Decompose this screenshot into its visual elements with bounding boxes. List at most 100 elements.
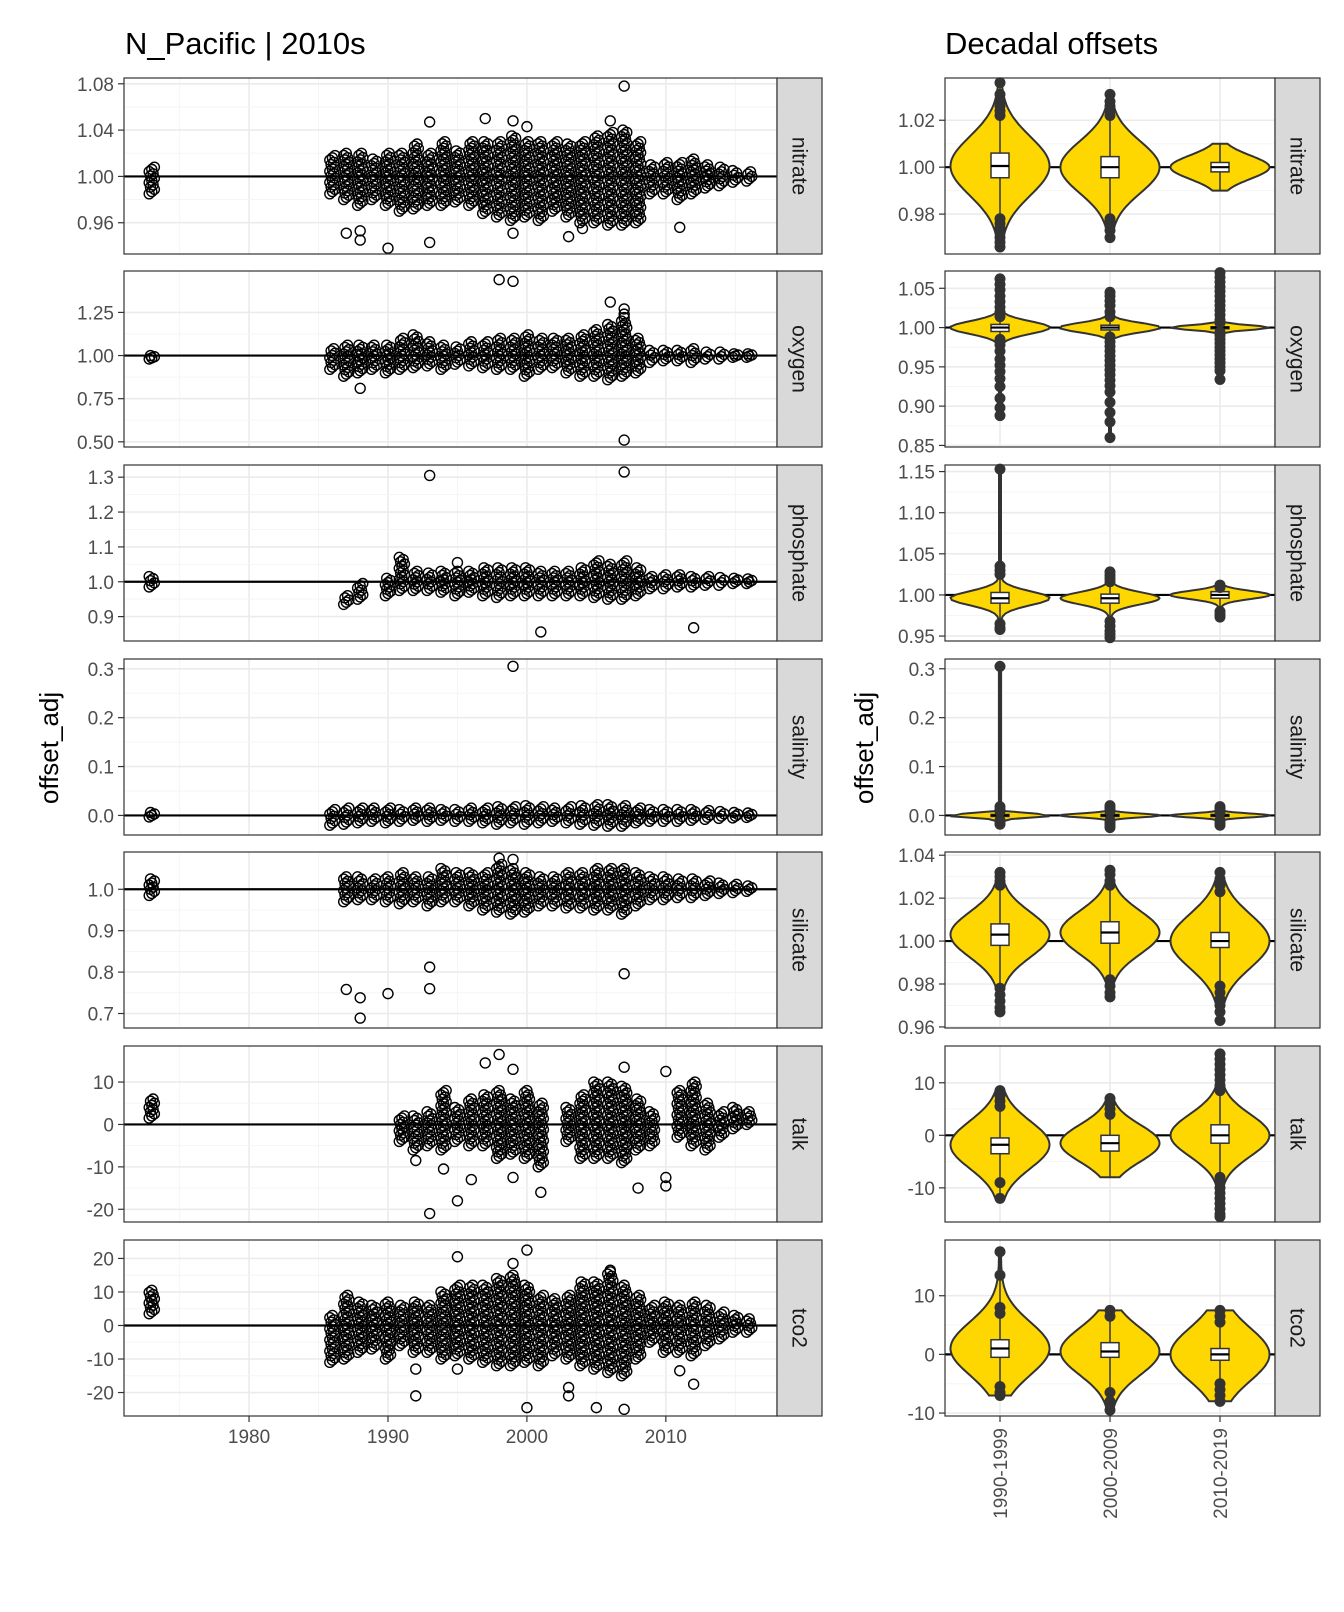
- data-point: [646, 1301, 658, 1314]
- data-point: [463, 804, 475, 817]
- y-tick-label: 0.9: [88, 608, 114, 629]
- data-point: [496, 858, 508, 871]
- data-point: [560, 334, 572, 347]
- data-point: [422, 149, 435, 162]
- outlier-point: [994, 1307, 1006, 1319]
- scatter-panel-phosphate: phosphate 0.9 1.0 1.1 1.2 1.3: [88, 464, 823, 642]
- data-point: [328, 342, 340, 355]
- outlier-point: [1104, 386, 1116, 398]
- scatter-panel-oxygen: oxygen 0.50 0.75 1.00 1.25: [77, 270, 823, 454]
- y-tick-label: 1.04: [77, 121, 114, 142]
- outlier-point: [994, 110, 1006, 122]
- data-point: [394, 869, 407, 881]
- data-point: [591, 862, 604, 875]
- facet-strip-label: oxygen: [788, 325, 811, 393]
- data-point: [450, 341, 462, 353]
- data-point: [590, 805, 603, 818]
- data-point: [728, 572, 740, 584]
- violin-panel-salinity: salinity 0.0 0.1 0.2 0.3: [909, 658, 1321, 836]
- data-point: [493, 860, 505, 873]
- data-point: [421, 804, 433, 817]
- y-tick-label: 0.95: [898, 627, 935, 648]
- data-point: [435, 341, 447, 354]
- data-point: [687, 1303, 700, 1315]
- data-point: [144, 806, 157, 819]
- data-point: [617, 124, 629, 136]
- data-point: [422, 871, 435, 883]
- outlier-point: [1104, 879, 1116, 891]
- data-points: [143, 660, 758, 832]
- data-point: [339, 877, 351, 890]
- outlier-point: [1214, 611, 1226, 623]
- data-point: [601, 560, 614, 573]
- outlier-point: [1214, 1014, 1226, 1026]
- data-point: [407, 329, 419, 341]
- data-point: [368, 802, 380, 814]
- data-point: [657, 571, 669, 583]
- data-point: [357, 802, 369, 814]
- data-point: [643, 871, 656, 883]
- y-tick-label: 0.50: [77, 433, 114, 454]
- y-tick-label: 0: [924, 1126, 935, 1147]
- data-point: [450, 808, 462, 820]
- data-point: [519, 799, 532, 812]
- outlier-point: [632, 1182, 644, 1194]
- data-point: [423, 571, 436, 584]
- data-point: [436, 346, 448, 358]
- data-point: [407, 1110, 419, 1122]
- violin-group-2010-2019: [1169, 866, 1271, 1026]
- data-point: [506, 562, 518, 574]
- data-point: [490, 1087, 503, 1099]
- data-point: [701, 350, 714, 363]
- data-point: [408, 333, 421, 345]
- data-point: [463, 1095, 475, 1107]
- data-point: [507, 1269, 519, 1281]
- data-point: [561, 873, 573, 886]
- y-tick-label: 0: [103, 1115, 114, 1136]
- data-point: [379, 873, 392, 885]
- data-point: [674, 1084, 686, 1097]
- data-point: [519, 562, 532, 574]
- data-point: [671, 571, 683, 583]
- violin-panel-tco2: tco2 -10 0 10: [908, 1239, 1321, 1425]
- outlier-point: [1104, 806, 1116, 818]
- data-point: [479, 804, 491, 816]
- data-point: [533, 1099, 546, 1112]
- facet-strip: [776, 658, 823, 836]
- left-y-axis-label: offset_adj: [34, 692, 64, 804]
- y-tick-label: 0.1: [909, 758, 935, 779]
- data-point: [621, 555, 633, 567]
- data-point: [493, 566, 505, 579]
- data-point: [367, 1304, 379, 1316]
- data-point: [634, 802, 647, 814]
- facet-strip: [776, 1239, 823, 1417]
- y-tick-label: 0.0: [88, 806, 114, 827]
- data-point: [423, 875, 436, 888]
- data-point: [590, 323, 603, 336]
- y-tick-label: 0.3: [88, 660, 114, 681]
- data-point: [494, 332, 507, 344]
- data-point: [492, 334, 504, 347]
- data-point: [439, 135, 451, 148]
- data-point: [353, 339, 365, 351]
- data-point: [380, 877, 393, 890]
- x-tick-label: 1990-1999: [991, 1428, 1012, 1519]
- data-point: [604, 869, 616, 881]
- data-point: [382, 1296, 394, 1308]
- data-point: [687, 1082, 700, 1095]
- data-point: [671, 1087, 683, 1099]
- data-point: [451, 149, 464, 162]
- violin-panel-nitrate: nitrate 0.98 1.00 1.02: [898, 77, 1321, 255]
- data-point: [644, 349, 657, 361]
- data-point: [714, 161, 726, 173]
- data-point: [329, 149, 341, 162]
- outlier-point: [451, 1195, 464, 1207]
- outlier-point: [1214, 582, 1226, 594]
- data-point: [408, 877, 421, 890]
- data-point: [687, 153, 700, 165]
- data-point: [357, 577, 369, 590]
- outlier-point: [994, 402, 1006, 414]
- data-point: [618, 128, 630, 141]
- data-point: [658, 808, 671, 820]
- violin-panel-silicate: silicate 0.96 0.98 1.00 1.02 1.04: [898, 846, 1321, 1039]
